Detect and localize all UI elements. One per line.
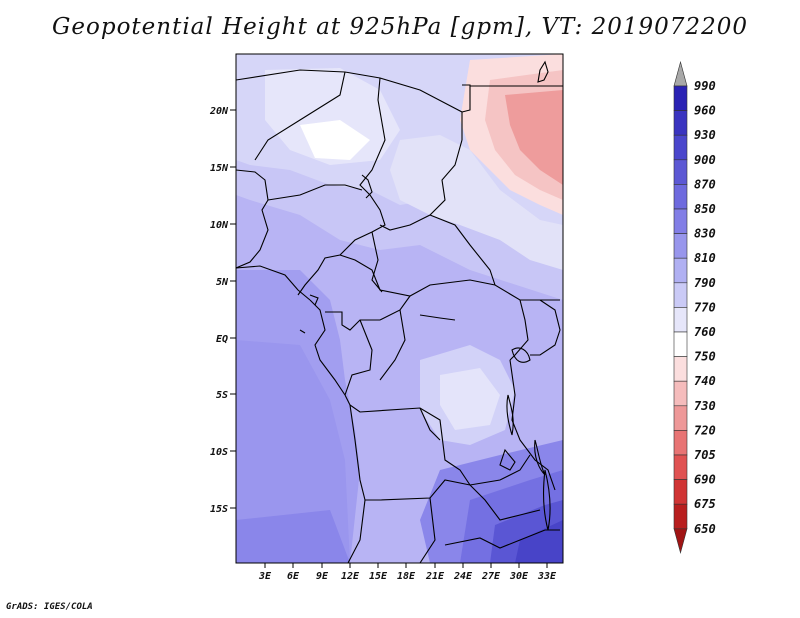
colorbar-segment — [673, 331, 688, 357]
lon-label-33e: 33E — [537, 571, 557, 582]
colorbar-label: 705 — [694, 448, 716, 462]
colorbar-segment — [673, 479, 688, 505]
country-borders — [236, 60, 563, 563]
colorbar-segment — [673, 454, 688, 480]
lon-label-6e: 6E — [287, 571, 300, 582]
longitude-ticks — [264, 563, 548, 568]
colorbar-label: 690 — [694, 473, 716, 487]
lon-label-18e: 18E — [397, 571, 416, 582]
colorbar-segment — [673, 380, 688, 407]
map-frame — [235, 53, 564, 564]
colorbar-segment — [673, 503, 688, 530]
lat-label-20n: 20N — [209, 106, 229, 117]
colorbar-label: 850 — [694, 202, 716, 216]
lon-label-9e: 9E — [316, 571, 329, 582]
colorbar-segment — [673, 307, 688, 333]
colorbar-label: 750 — [694, 350, 716, 364]
latitude-ticks — [230, 109, 236, 509]
colorbar-segment — [673, 110, 688, 136]
lon-label-24e: 24E — [453, 571, 473, 582]
colorbar-label: 810 — [694, 251, 716, 265]
colorbar-segment — [673, 405, 688, 431]
lat-label-5n: 5N — [216, 277, 229, 288]
colorbar-upper-arrow — [673, 60, 688, 87]
lon-label-12e: 12E — [341, 571, 360, 582]
lat-label-10s: 10S — [210, 447, 228, 458]
colorbar-label: 650 — [694, 522, 716, 536]
colorbar-label: 990 — [694, 79, 716, 93]
colorbar-label: 770 — [694, 300, 716, 314]
colorbar-label: 760 — [694, 325, 716, 339]
colorbar-label: 900 — [694, 153, 716, 167]
lon-label-27e: 27E — [481, 571, 501, 582]
colorbar-label: 730 — [694, 399, 716, 413]
lon-label-30e: 30E — [509, 571, 529, 582]
colorbar-label: 740 — [694, 374, 716, 388]
colorbar: 990 960 930 900 870 850 830 810 790 770 760 750 740 7… — [673, 60, 716, 554]
lon-label-3e: 3E — [258, 571, 272, 582]
colorbar-segment — [673, 430, 688, 456]
colorbar-segment — [673, 233, 688, 259]
colorbar-segment — [673, 282, 688, 308]
colorbar-label: 675 — [694, 497, 716, 511]
colorbar-label: 930 — [694, 128, 716, 142]
colorbar-segment — [673, 134, 688, 161]
colorbar-segment — [673, 159, 688, 185]
map-title: Geopotential Height at 925hPa [gpm], VT:… — [52, 14, 748, 40]
lat-label-5s: 5S — [216, 390, 228, 401]
grads-credit: GrADS: IGES/COLA — [6, 602, 93, 612]
lat-label-15n: 15N — [210, 163, 229, 174]
colorbar-segment — [673, 208, 688, 234]
geopotential-field — [236, 54, 563, 563]
lat-label-eq: EQ — [216, 334, 228, 345]
colorbar-label: 720 — [694, 423, 716, 437]
colorbar-segment — [673, 184, 688, 210]
lon-label-21e: 21E — [425, 571, 445, 582]
lon-label-15e: 15E — [369, 571, 388, 582]
colorbar-label: 790 — [694, 276, 716, 290]
colorbar-label: 960 — [694, 104, 716, 118]
colorbar-segment — [673, 85, 688, 111]
colorbar-segment — [673, 257, 688, 284]
lat-label-15s: 15S — [210, 504, 228, 515]
colorbar-label: 870 — [694, 177, 716, 191]
colorbar-lower-arrow — [673, 528, 688, 554]
colorbar-label: 830 — [694, 227, 716, 241]
colorbar-segment — [673, 356, 688, 382]
lat-label-10n: 10N — [210, 220, 229, 231]
